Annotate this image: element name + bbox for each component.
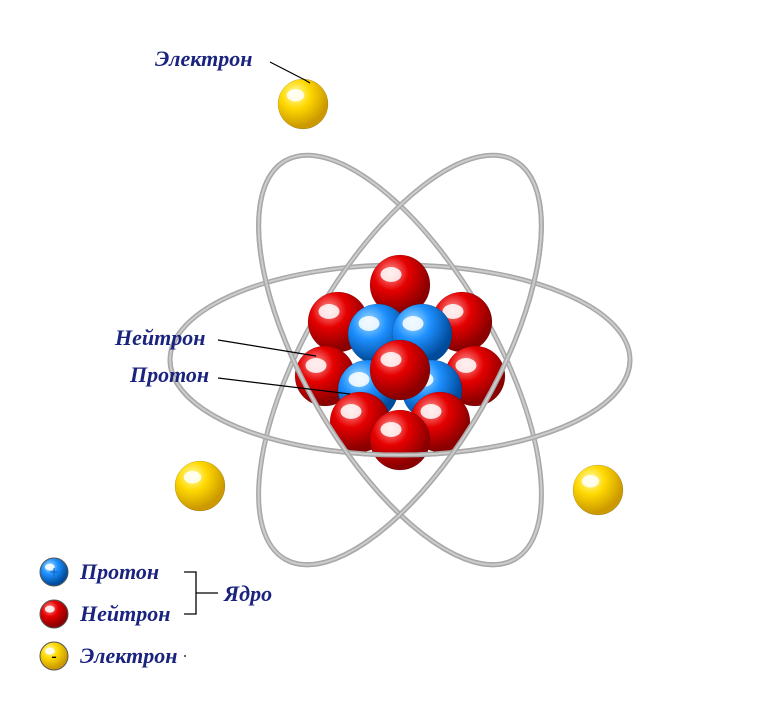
legend-row-electron: - Электрон <box>40 642 186 670</box>
legend-bracket <box>186 572 196 614</box>
legend-label-proton: Протон <box>79 559 159 584</box>
legend-label-neutron: Нейтрон <box>79 601 170 626</box>
electron-particle <box>278 79 328 129</box>
legend-label-electron: Электрон <box>80 643 177 668</box>
callout-label-neutron: Нейтрон <box>114 325 205 350</box>
legend-nucleus-label: Ядро <box>223 581 272 606</box>
neutron-particle <box>370 340 430 400</box>
neutron-particle <box>370 410 430 470</box>
nucleus <box>295 255 505 470</box>
callout-label-electron: Электрон <box>155 46 252 71</box>
legend-sign-electron: - <box>51 648 56 665</box>
legend-row-neutron: Нейтрон <box>40 600 186 628</box>
callout-label-proton: Протон <box>129 362 209 387</box>
legend: + Протон Нейтрон - Электрон Ядро <box>40 558 272 670</box>
electron-particle <box>573 465 623 515</box>
legend-row-proton: + Протон <box>40 558 186 586</box>
callout-leader-electron <box>270 62 310 83</box>
legend-sign-proton: + <box>49 564 58 581</box>
electron-particle <box>175 461 225 511</box>
